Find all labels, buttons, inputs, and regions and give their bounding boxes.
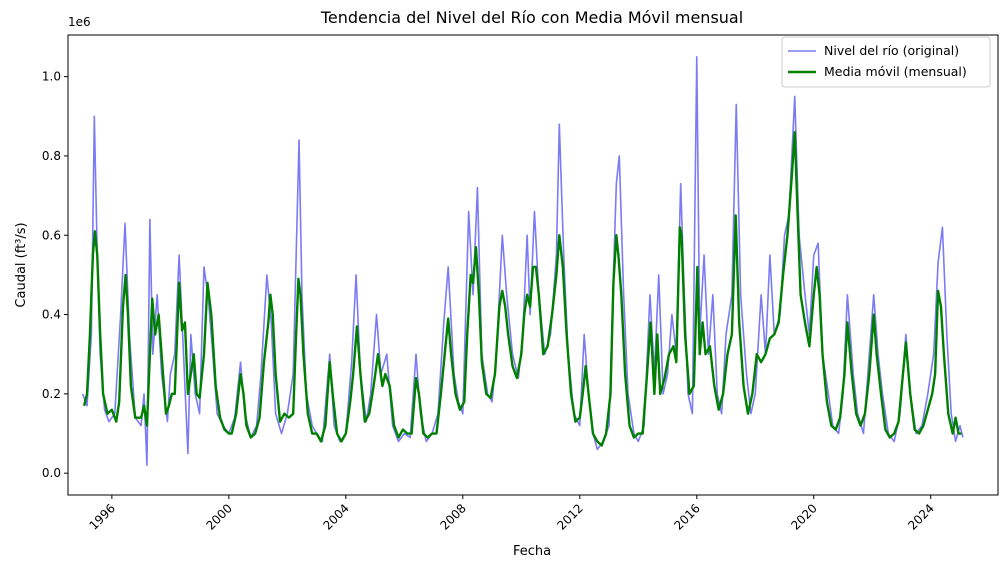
plot-frame [67,34,999,496]
x-tick-label: 1996 [86,501,117,532]
x-tick-label: 2008 [437,501,468,532]
y-tick-label: 0.8 [42,149,61,163]
series-line-original [81,56,964,467]
x-axis-label: Fecha [513,544,551,559]
y-tick-label: 0.6 [42,228,61,242]
x-tick-label: 2024 [905,501,936,532]
y-tick-label: 0.0 [42,466,61,480]
y-tick-label: 1.0 [42,70,61,84]
y-offset-label: 1e6 [68,15,91,29]
legend-label: Nivel del río (original) [824,43,959,58]
legend-box [781,36,991,88]
legend-label: Media móvil (mensual) [824,64,967,79]
y-tick-label: 0.2 [42,387,61,401]
x-tick-label: 2016 [671,501,702,532]
x-tick-label: 2000 [203,501,234,532]
y-tick-label: 0.4 [42,308,61,322]
x-tick-label: 2004 [320,501,351,532]
y-axis-label: Caudal (ft³/s) [14,222,29,307]
chart-title: Tendencia del Nivel del Río con Media Mó… [320,8,743,27]
x-tick-label: 2012 [554,501,585,532]
series-line-moving-average [82,130,962,447]
x-tick-label: 2020 [788,501,819,532]
